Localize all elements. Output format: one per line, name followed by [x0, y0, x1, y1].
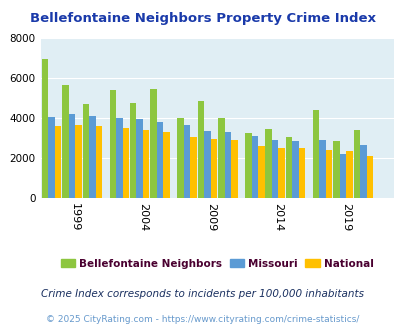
- Bar: [156, 122, 163, 198]
- Bar: [366, 156, 372, 198]
- Text: Crime Index corresponds to incidents per 100,000 inhabitants: Crime Index corresponds to incidents per…: [41, 289, 364, 299]
- Bar: [339, 154, 345, 198]
- Bar: [353, 130, 359, 198]
- Bar: [150, 89, 156, 198]
- Bar: [325, 150, 331, 198]
- Bar: [89, 116, 96, 198]
- Bar: [122, 128, 129, 198]
- Bar: [217, 118, 224, 198]
- Bar: [204, 131, 210, 198]
- Bar: [190, 137, 196, 198]
- Bar: [251, 136, 258, 198]
- Bar: [333, 141, 339, 198]
- Bar: [96, 126, 102, 198]
- Bar: [130, 103, 136, 198]
- Bar: [163, 132, 169, 198]
- Bar: [258, 146, 264, 198]
- Bar: [143, 130, 149, 198]
- Bar: [359, 145, 366, 198]
- Bar: [244, 133, 251, 198]
- Bar: [230, 140, 237, 198]
- Bar: [82, 104, 89, 198]
- Bar: [271, 140, 278, 198]
- Text: Bellefontaine Neighbors Property Crime Index: Bellefontaine Neighbors Property Crime I…: [30, 12, 375, 24]
- Bar: [292, 141, 298, 198]
- Bar: [265, 129, 271, 198]
- Legend: Bellefontaine Neighbors, Missouri, National: Bellefontaine Neighbors, Missouri, Natio…: [56, 254, 377, 273]
- Bar: [55, 126, 61, 198]
- Bar: [210, 139, 217, 198]
- Bar: [197, 101, 204, 198]
- Bar: [177, 118, 183, 198]
- Bar: [345, 151, 352, 198]
- Bar: [109, 90, 116, 198]
- Bar: [285, 137, 292, 198]
- Bar: [75, 125, 81, 198]
- Bar: [62, 85, 68, 198]
- Bar: [183, 125, 190, 198]
- Bar: [318, 140, 325, 198]
- Bar: [298, 148, 305, 198]
- Bar: [224, 132, 230, 198]
- Bar: [312, 110, 318, 198]
- Bar: [116, 118, 122, 198]
- Bar: [136, 119, 143, 198]
- Bar: [42, 59, 48, 198]
- Bar: [68, 114, 75, 198]
- Bar: [278, 148, 284, 198]
- Bar: [48, 117, 55, 198]
- Text: © 2025 CityRating.com - https://www.cityrating.com/crime-statistics/: © 2025 CityRating.com - https://www.city…: [46, 315, 359, 324]
